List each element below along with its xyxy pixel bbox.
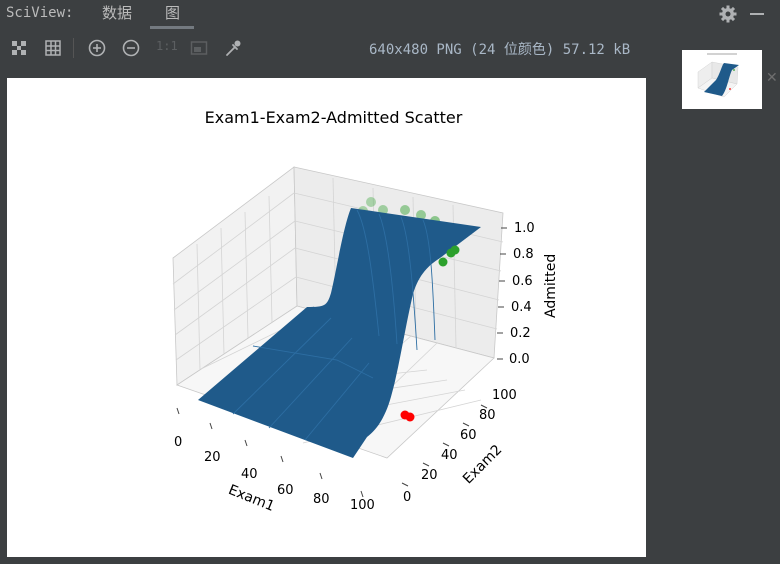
x-tick-label: 80 — [313, 492, 330, 507]
image-info: 640x480 PNG (24 位颜色) 57.12 kB — [369, 42, 631, 58]
panel-title: SciView: — [6, 5, 74, 21]
plot-svg — [172, 166, 507, 498]
admitted-point — [400, 205, 410, 215]
surface-mesh — [232, 209, 436, 441]
z-tick-label: 0.2 — [510, 326, 531, 341]
active-tab-indicator — [150, 26, 194, 29]
x-tick-label: 40 — [241, 467, 258, 482]
y-tick-label: 100 — [492, 388, 517, 403]
z-tick-label: 0.8 — [513, 247, 534, 262]
admitted-point — [450, 245, 460, 255]
tab-data[interactable]: 数据 — [102, 4, 133, 22]
rejected-point — [405, 412, 415, 422]
admitted-points-front — [438, 245, 460, 267]
color-picker-icon[interactable] — [223, 38, 243, 58]
y-tick-label: 60 — [460, 428, 477, 443]
plot-thumbnail[interactable] — [682, 50, 762, 109]
actual-size-icon[interactable]: 1:1 — [156, 39, 178, 53]
axis-ticks — [176, 227, 507, 498]
chart-title: Exam1-Exam2-Admitted Scatter — [204, 108, 463, 127]
background-icon[interactable] — [189, 38, 209, 58]
z-axis-label: Admitted — [543, 253, 559, 318]
y-tick-label: 40 — [441, 448, 458, 463]
close-icon[interactable]: ✕ — [766, 70, 778, 86]
admitted-point — [416, 210, 426, 220]
toolbar — [0, 30, 780, 70]
tab-plot[interactable]: 图 — [165, 4, 181, 22]
grid-icon[interactable] — [43, 38, 63, 58]
gear-icon[interactable] — [718, 4, 738, 24]
admitted-point — [366, 197, 376, 207]
plot-canvas: Exam1-Exam2-Admitted Scatter 0 20 40 60 … — [7, 78, 646, 557]
z-tick-label: 0.4 — [511, 300, 532, 315]
y-tick-label: 80 — [479, 408, 496, 423]
y-tick-label: 20 — [421, 468, 438, 483]
x-tick-label: 100 — [350, 498, 375, 513]
fit-to-screen-icon[interactable] — [9, 38, 29, 58]
rejected-points — [400, 410, 415, 422]
toolbar-separator — [73, 38, 74, 58]
z-tick-label: 1.0 — [514, 221, 535, 236]
x-tick-label: 0 — [174, 435, 183, 450]
zoom-in-icon[interactable] — [87, 38, 107, 58]
y-tick-label: 0 — [403, 490, 412, 505]
x-tick-label: 20 — [204, 450, 221, 465]
zoom-out-icon[interactable] — [121, 38, 141, 58]
tab-bar: SciView: 数据 图 — [0, 0, 780, 31]
minimize-icon[interactable] — [750, 13, 764, 15]
z-tick-label: 0.0 — [509, 352, 530, 367]
logistic-surface — [198, 208, 481, 458]
x-tick-label: 60 — [277, 483, 294, 498]
admitted-point — [438, 257, 448, 267]
z-tick-label: 0.6 — [512, 274, 533, 289]
